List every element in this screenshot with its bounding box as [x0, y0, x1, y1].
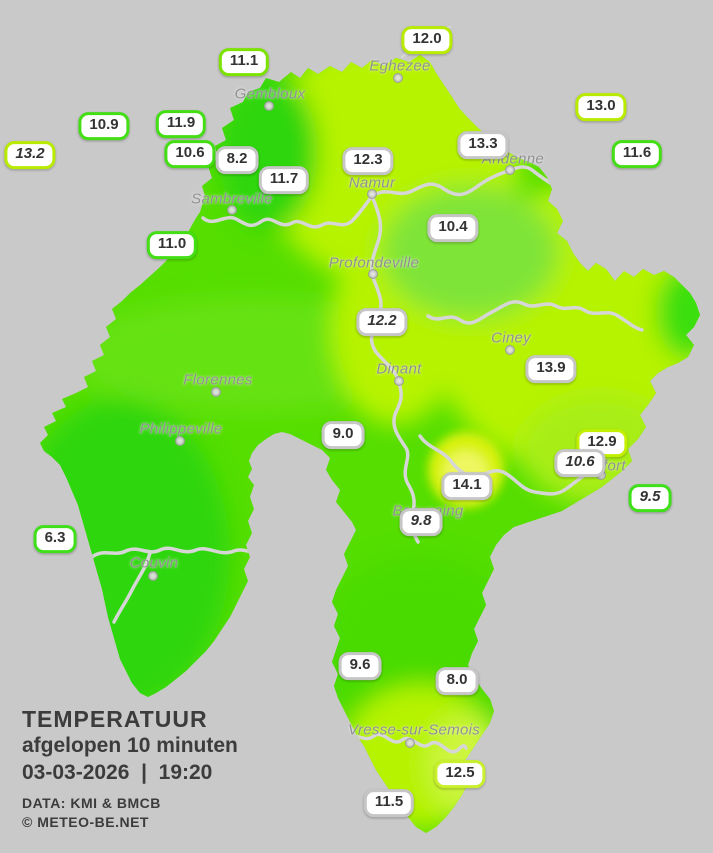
river-eau-blanche: [90, 546, 266, 559]
river-meuse-east: [370, 165, 559, 198]
map-subtitle: afgelopen 10 minuten: [22, 734, 238, 758]
contour-tail: [315, 555, 525, 745]
contour-cool-pocket: [382, 186, 558, 318]
river-eau-noire: [112, 551, 152, 624]
copyright: © METEO-BE.NET: [22, 814, 149, 831]
map-title: TEMPERATUUR: [22, 706, 208, 732]
map-datetime: 03-03-2026 | 19:20: [22, 761, 213, 784]
title-block: TEMPERATUUR afgelopen 10 minuten 03-03-2…: [22, 706, 238, 833]
data-source: DATA: KMI & BMCB: [22, 794, 161, 811]
contour-east-tip: [656, 264, 700, 360]
river-semois: [344, 732, 468, 754]
river-sambre: [201, 194, 374, 229]
river-bocq: [426, 300, 644, 332]
